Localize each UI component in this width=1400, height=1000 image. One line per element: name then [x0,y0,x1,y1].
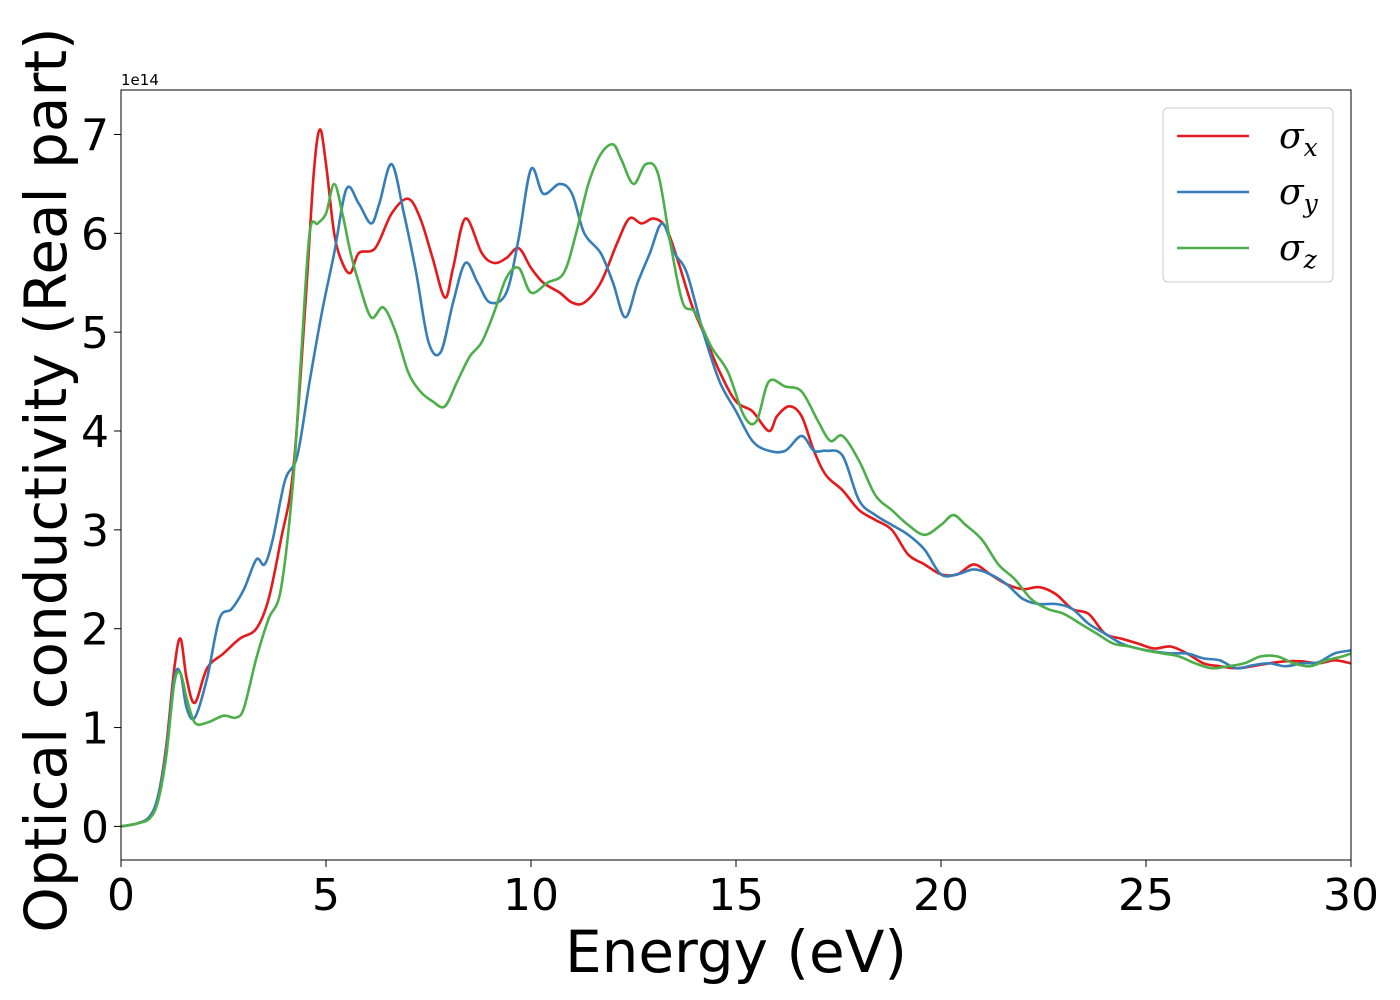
series-line-z [121,142,1351,828]
x-axis: 0 5 10 15 20 25 30 [107,860,1379,921]
x-tick-label: 15 [708,870,764,921]
x-tick-label: 30 [1323,870,1379,921]
x-tick-label: 20 [913,870,969,921]
x-axis-label: Energy (eV) [565,918,907,986]
y-tick-label: 1 [81,704,109,755]
x-tick-label: 10 [503,870,559,921]
y-tick-label: 2 [81,605,109,656]
y-axis-label: Optical conductivity (Real part) [12,27,80,932]
y-tick-label: 5 [81,308,109,359]
x-tick-label: 5 [312,870,340,921]
series-line-y [121,162,1351,828]
legend: σx σy σz [1162,107,1334,283]
legend-label-y: σy [1279,172,1319,218]
y-tick-label: 6 [81,209,109,260]
legend-label-z: σz [1279,228,1318,274]
y-axis: 0 1 2 3 4 5 6 7 [81,110,121,853]
legend-label-x: σx [1279,116,1318,162]
y-tick-label: 3 [81,506,109,557]
x-tick-label: 25 [1118,870,1174,921]
y-tick-label: 4 [81,407,109,458]
y-tick-label: 7 [81,110,109,161]
y-offset-text: 1e14 [121,71,159,89]
legend-box [1162,107,1334,283]
series-group [121,128,1351,828]
x-tick-label: 0 [107,870,135,921]
y-tick-label: 0 [81,802,109,853]
